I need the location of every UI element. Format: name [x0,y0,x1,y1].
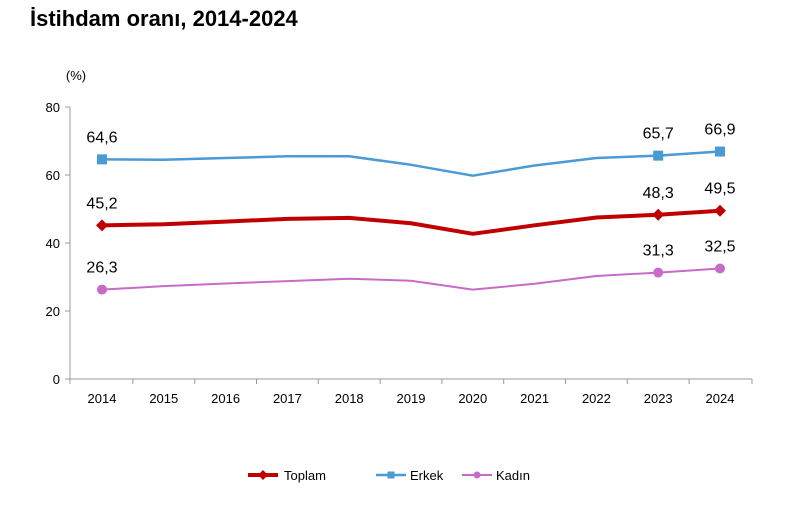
data-label: 64,6 [86,129,117,146]
data-label: 65,7 [643,126,674,143]
chart-title: İstihdam oranı, 2014-2024 [30,6,298,31]
data-label: 32,5 [704,239,735,256]
x-tick-label: 2016 [211,391,240,406]
legend-marker [258,470,268,480]
data-label: 49,5 [704,181,735,198]
y-tick-label: 40 [46,236,60,251]
axes: 0 20 40 60 80 (%) 2014 2015 2016 2017 2018 2019 2020… [46,68,753,406]
x-tick-label: 2017 [273,391,302,406]
legend-label-kadın: Kadın [496,468,530,483]
series-line-erkek [100,150,722,177]
data-point-kadın [653,267,664,278]
data-point-erkek [653,150,664,161]
y-axis-label: (%) [66,68,86,83]
data-label: 66,9 [704,122,735,139]
data-point-erkek [97,154,107,165]
data-label: 48,3 [643,185,674,202]
x-tick-label: 2022 [582,391,611,406]
y-tick-label: 80 [46,100,60,115]
series-layer [96,146,726,295]
data-point-toplam [652,208,665,221]
y-tick-label: 20 [46,304,60,319]
data-point-kadın [715,263,725,274]
y-tick-label: 60 [46,168,60,183]
data-point-erkek [715,146,725,157]
legend: Toplam Erkek Kadın [248,468,530,483]
legend-label-toplam: Toplam [284,468,326,483]
data-point-toplam [714,204,726,217]
y-tick-label: 0 [53,372,60,387]
series-line-toplam [100,208,722,236]
x-tick-label: 2018 [335,391,364,406]
x-tick-label: 2015 [149,391,178,406]
x-tick-label: 2014 [88,391,117,406]
data-label: 26,3 [86,260,117,277]
data-label: 31,3 [643,243,674,260]
x-tick-label: 2024 [706,391,735,406]
data-point-toplam [96,219,108,232]
data-label: 45,2 [86,195,117,212]
series-line-kadın [101,267,721,291]
legend-marker [387,471,395,479]
data-point-kadın [97,284,107,295]
legend-marker [473,471,481,479]
x-tick-label: 2021 [520,391,549,406]
data-labels: 45,2 48,3 49,5 64,6 65,7 66,9 26,3 31,3 32,5 [86,122,735,277]
x-tick-label: 2020 [458,391,487,406]
x-tick-label: 2023 [644,391,673,406]
x-tick-label: 2019 [397,391,426,406]
legend-label-erkek: Erkek [410,468,444,483]
